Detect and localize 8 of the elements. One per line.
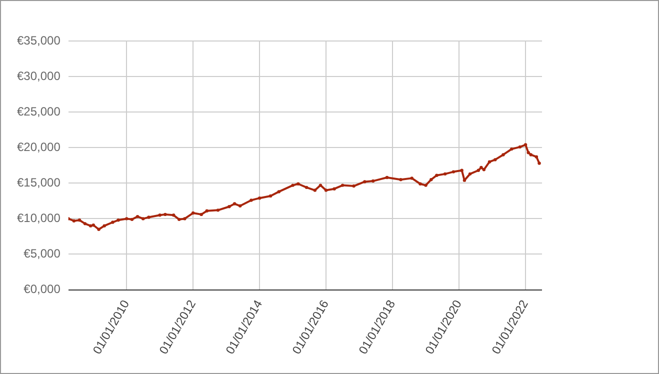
y-tick-label: €20,000 bbox=[16, 140, 61, 154]
y-tick-label: €15,000 bbox=[16, 175, 61, 190]
y-tick-label: €30,000 bbox=[16, 68, 61, 83]
y-tick-label: €10,000 bbox=[16, 211, 61, 226]
y-tick-label: €25,000 bbox=[16, 104, 61, 118]
y-tick-label: €0,000 bbox=[24, 282, 61, 296]
y-tick-label: €35,000 bbox=[16, 33, 61, 48]
y-tick-label: €5,000 bbox=[24, 246, 61, 261]
